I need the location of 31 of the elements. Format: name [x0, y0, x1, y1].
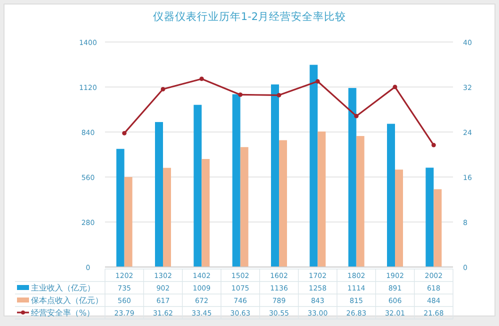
bar — [116, 148, 124, 267]
bar — [426, 168, 434, 267]
legend-label: 主业收入（亿元） — [31, 284, 95, 292]
bar — [356, 136, 364, 267]
bar — [163, 168, 171, 267]
point — [238, 92, 243, 97]
bar — [232, 94, 240, 267]
bar — [387, 124, 395, 267]
point — [315, 79, 320, 84]
bar — [434, 189, 442, 267]
point — [160, 86, 166, 92]
point — [276, 92, 282, 98]
legend-label: 保本点收入（亿元） — [31, 296, 103, 305]
bar — [124, 177, 132, 267]
point — [122, 130, 127, 136]
bar — [279, 140, 287, 267]
bar — [240, 147, 248, 267]
bar — [348, 88, 356, 267]
bar — [271, 84, 279, 267]
bar — [310, 64, 318, 267]
bar — [318, 132, 326, 267]
point — [354, 114, 359, 118]
point — [392, 84, 398, 90]
chart-title: 仪器仪表行业历年1-2月经营安全率比较 — [152, 10, 346, 23]
bar — [155, 122, 163, 267]
bar — [194, 104, 202, 267]
legend-label: 经营安全率（%） — [31, 308, 95, 318]
point — [431, 142, 436, 148]
bar — [202, 159, 210, 267]
bar — [395, 170, 403, 267]
point — [199, 76, 204, 82]
